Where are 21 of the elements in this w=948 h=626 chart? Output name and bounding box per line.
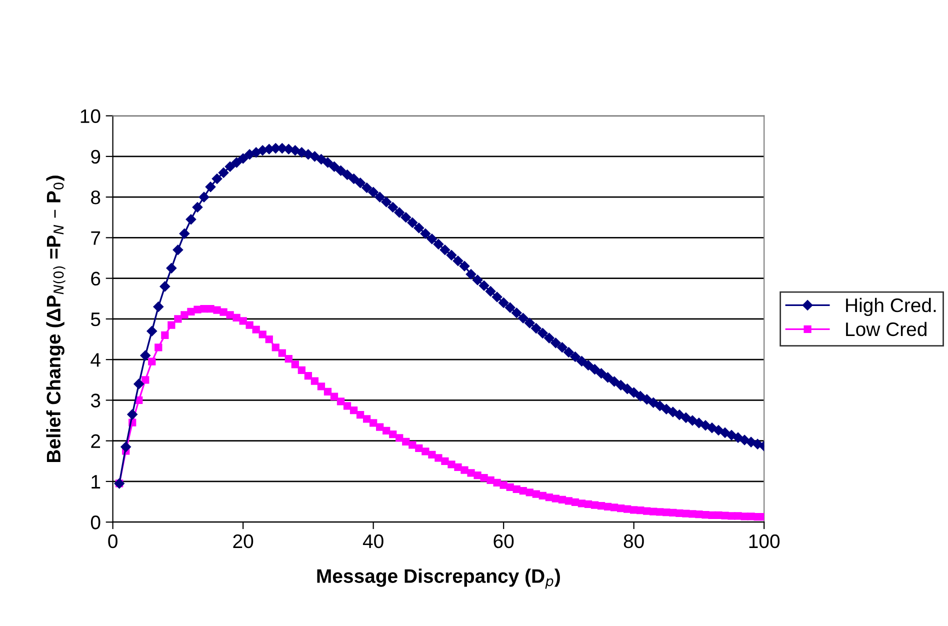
y-tick-label: 3 (90, 394, 100, 408)
y-tick-label: 9 (91, 150, 100, 164)
y-tick-label: 10 (80, 109, 100, 124)
legend-label: Low Cred (846, 322, 926, 336)
y-tick-label: 8 (91, 190, 100, 204)
y-axis-title: Belief Change (ΔP$_{N(0)}$ =P$_{N}$ – P$_{0}$) (46, 176, 66, 462)
x-axis-title: Message Discrepancy (D$_{p}$) (317, 568, 560, 589)
x-tick-label: 60 (494, 534, 514, 548)
x-tick-label: 100 (749, 534, 780, 548)
x-tick-label: 0 (108, 534, 118, 548)
y-tick-label: 6 (91, 272, 100, 286)
x-tick-label: 20 (233, 534, 254, 548)
x-tick-label: 80 (624, 534, 644, 548)
y-tick-label: 5 (90, 312, 100, 326)
y-tick-label: 4 (90, 353, 100, 367)
y-tick-label: 2 (91, 434, 100, 448)
y-tick-label: 7 (91, 231, 100, 245)
x-tick-label: 40 (362, 534, 384, 548)
legend-label: High Cred. (846, 298, 936, 316)
y-tick-label: 1 (92, 475, 100, 488)
y-tick-label: 0 (90, 516, 100, 530)
